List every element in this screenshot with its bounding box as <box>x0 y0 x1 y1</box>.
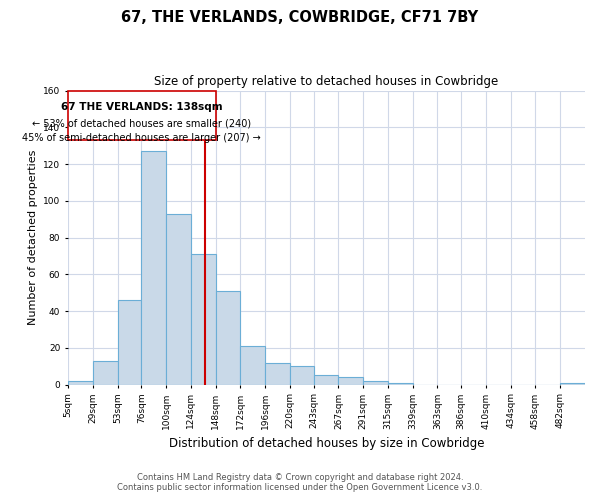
Bar <box>68 90 215 140</box>
Y-axis label: Number of detached properties: Number of detached properties <box>28 150 38 326</box>
Bar <box>241 346 265 385</box>
Bar <box>314 376 338 384</box>
Bar <box>388 383 413 384</box>
Bar <box>191 254 215 384</box>
Text: 67 THE VERLANDS: 138sqm: 67 THE VERLANDS: 138sqm <box>61 102 223 112</box>
Bar <box>68 381 93 384</box>
Title: Size of property relative to detached houses in Cowbridge: Size of property relative to detached ho… <box>154 75 499 88</box>
Bar <box>141 151 166 384</box>
Bar <box>363 381 388 384</box>
Text: 45% of semi-detached houses are larger (207) →: 45% of semi-detached houses are larger (… <box>22 133 261 143</box>
Bar <box>338 378 363 384</box>
Bar <box>215 291 241 384</box>
Bar <box>560 383 585 384</box>
Bar <box>265 362 290 384</box>
Text: ← 53% of detached houses are smaller (240): ← 53% of detached houses are smaller (24… <box>32 118 251 128</box>
Bar <box>93 361 118 384</box>
Bar <box>166 214 191 384</box>
Text: Contains HM Land Registry data © Crown copyright and database right 2024.
Contai: Contains HM Land Registry data © Crown c… <box>118 473 482 492</box>
Text: 67, THE VERLANDS, COWBRIDGE, CF71 7BY: 67, THE VERLANDS, COWBRIDGE, CF71 7BY <box>121 10 479 25</box>
X-axis label: Distribution of detached houses by size in Cowbridge: Distribution of detached houses by size … <box>169 437 484 450</box>
Bar <box>118 300 141 384</box>
Bar <box>290 366 314 384</box>
